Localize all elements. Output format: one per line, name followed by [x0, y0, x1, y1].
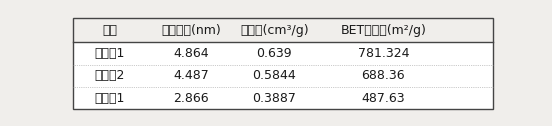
Text: 项目: 项目: [102, 24, 117, 37]
Text: 487.63: 487.63: [362, 92, 405, 105]
Bar: [73, 18, 492, 42]
Text: 实施例1: 实施例1: [94, 47, 125, 60]
Text: 比较例1: 比较例1: [94, 92, 125, 105]
Text: 孔体积(cm³/g): 孔体积(cm³/g): [240, 24, 309, 37]
Text: 平均孔径(nm): 平均孔径(nm): [161, 24, 221, 37]
Text: 0.639: 0.639: [257, 47, 292, 60]
Text: 0.3887: 0.3887: [252, 92, 296, 105]
Text: 0.5844: 0.5844: [252, 69, 296, 82]
Text: 实施例2: 实施例2: [94, 69, 125, 82]
Text: 2.866: 2.866: [173, 92, 209, 105]
Text: BET比表面(m²/g): BET比表面(m²/g): [341, 24, 426, 37]
Text: 781.324: 781.324: [358, 47, 409, 60]
Text: 4.864: 4.864: [173, 47, 209, 60]
Text: 4.487: 4.487: [173, 69, 209, 82]
Text: 688.36: 688.36: [362, 69, 405, 82]
